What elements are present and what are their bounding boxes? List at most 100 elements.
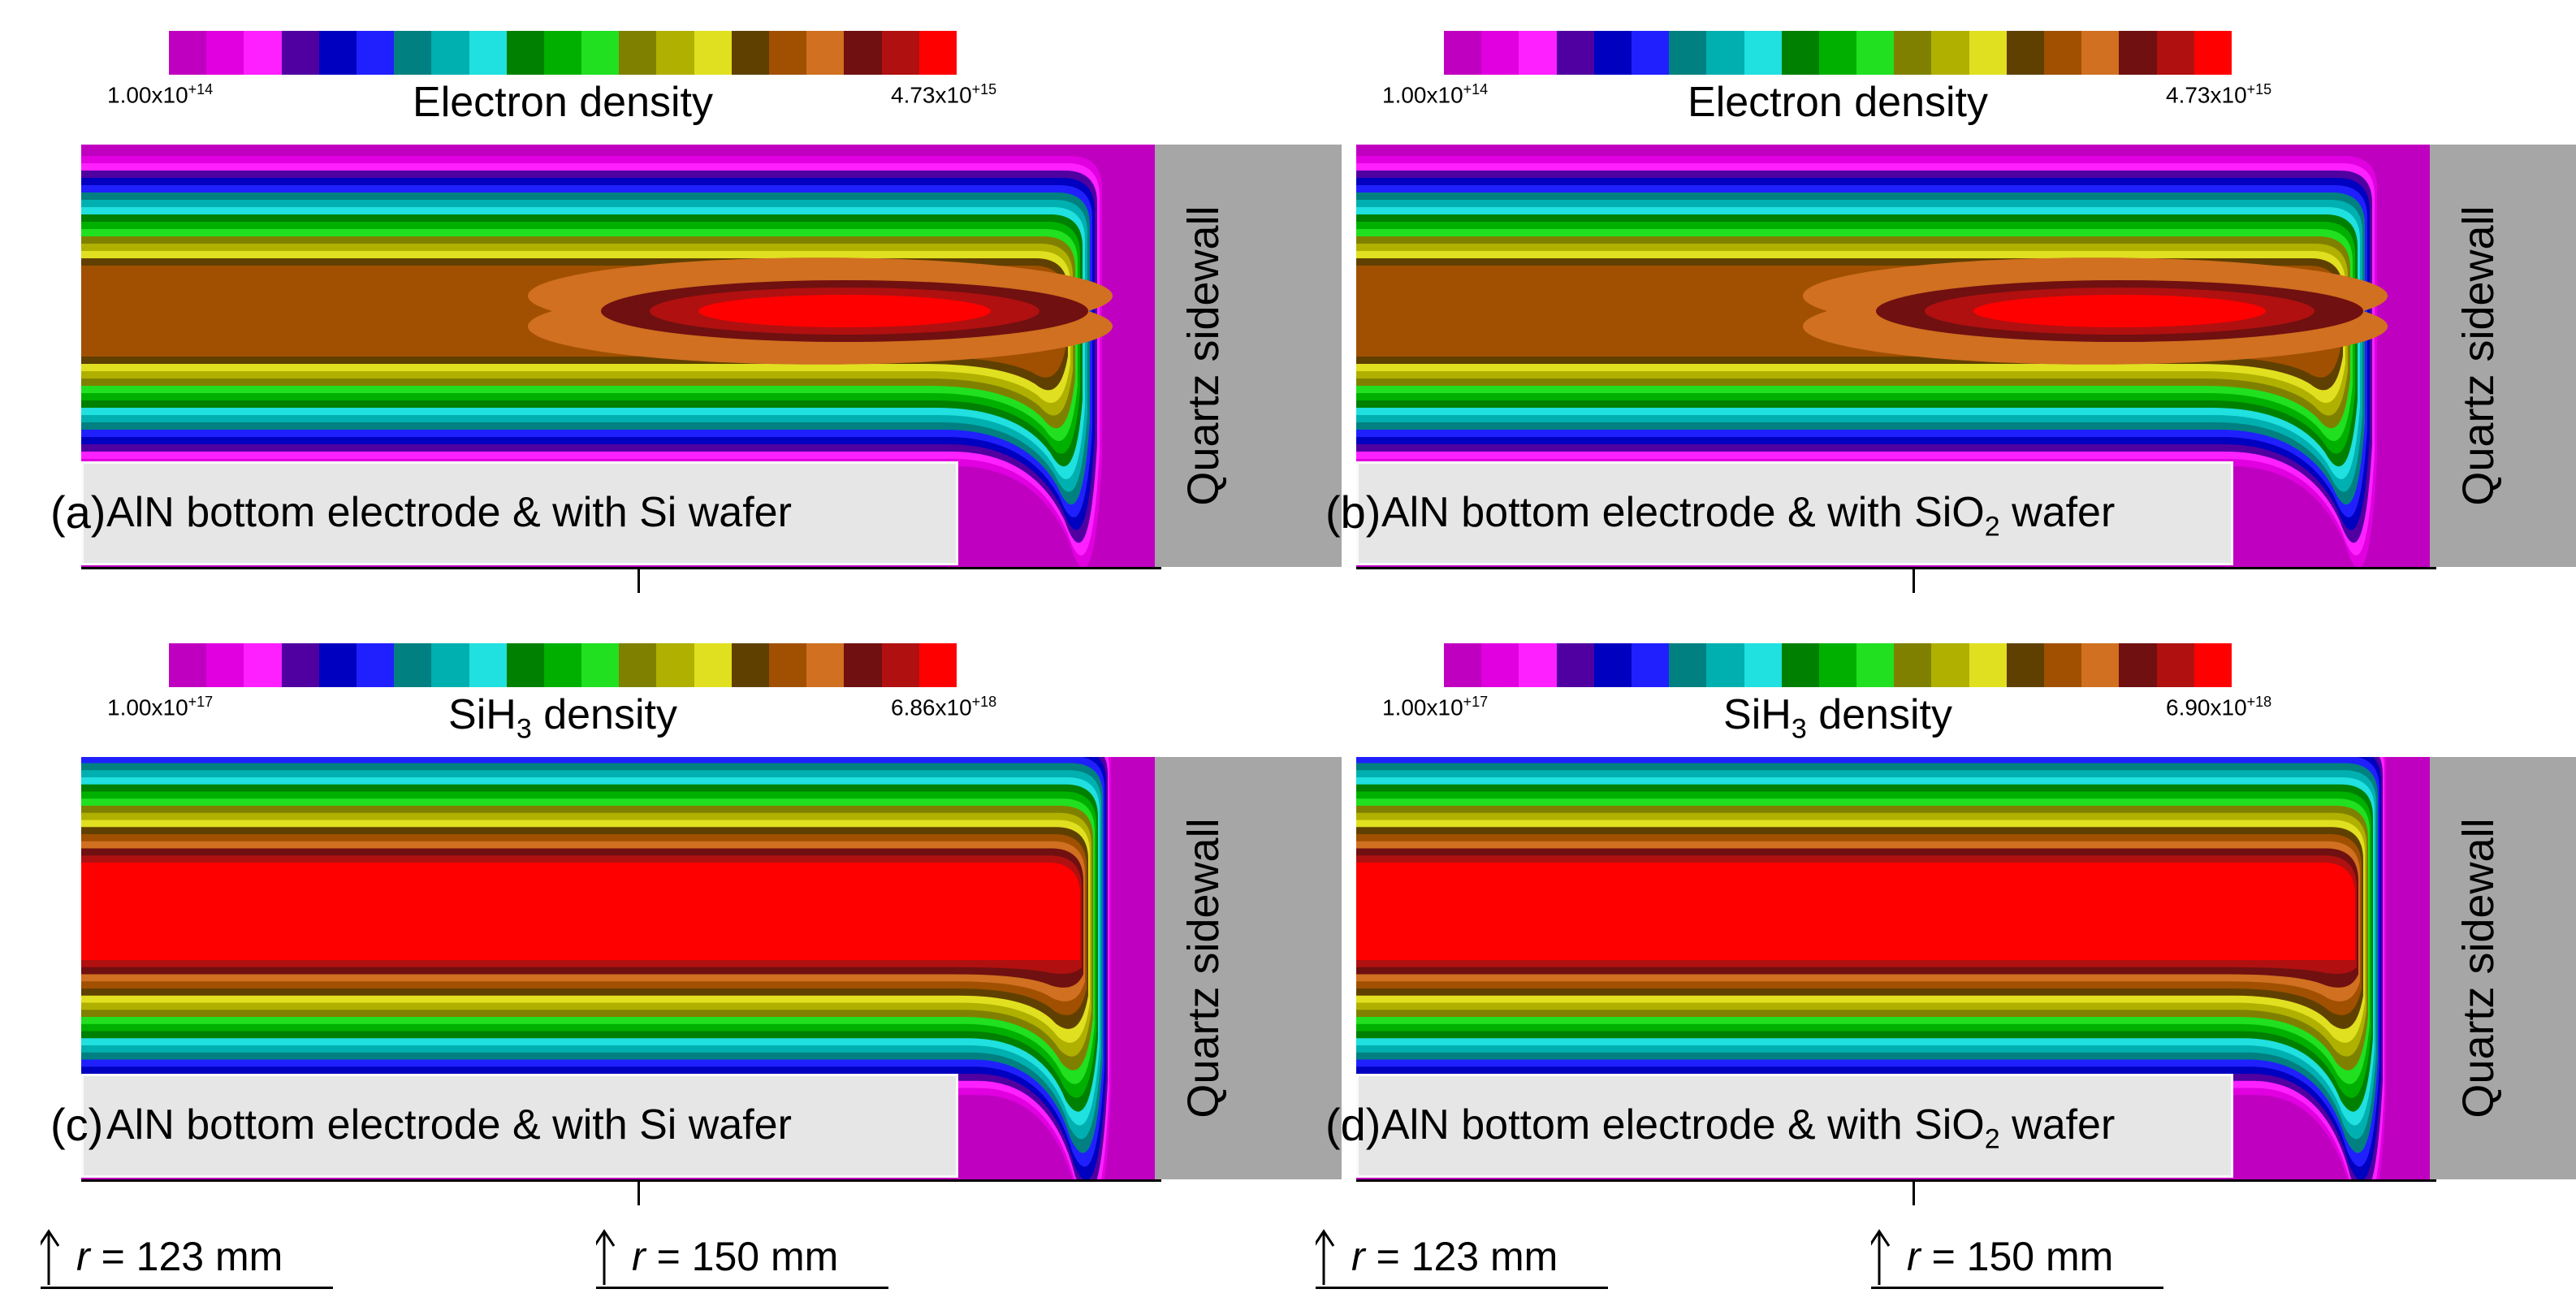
colorbar-swatch — [431, 643, 469, 687]
radius-tick — [638, 567, 640, 593]
colorbar-min-label: 1.00x10+14 — [107, 81, 214, 108]
marker-underline — [596, 1287, 888, 1289]
colorbar-swatch — [1818, 643, 1857, 687]
radius-tick — [638, 1179, 640, 1205]
colorbar-swatch — [206, 31, 244, 75]
colorbar-swatch — [169, 31, 207, 75]
colorbar-swatch — [394, 31, 432, 75]
colorbar-swatch — [619, 643, 657, 687]
radius-value: = 150 mm — [656, 1234, 839, 1279]
colorbar-swatch — [469, 643, 507, 687]
radius-tick — [1913, 1179, 1915, 1205]
colorbar-swatch — [1669, 643, 1707, 687]
colorbar-swatch — [918, 643, 957, 687]
colorbar-title: Electron density — [413, 79, 713, 126]
contour-band — [698, 295, 991, 327]
colorbar-swatch — [394, 643, 432, 687]
colorbar-swatch — [656, 31, 694, 75]
colorbar-swatch — [619, 31, 657, 75]
panel-label: (a) — [50, 487, 106, 538]
colorbar-swatch — [431, 31, 469, 75]
colorbar-swatch — [1781, 31, 1819, 75]
colorbar-swatch — [918, 31, 957, 75]
colorbar-swatch — [2006, 643, 2044, 687]
baseline — [81, 567, 1161, 569]
colorbar-swatch — [543, 643, 582, 687]
colorbar — [1444, 31, 2232, 75]
colorbar-swatch — [1894, 643, 1932, 687]
colorbar-swatch — [1444, 643, 1482, 687]
bottom-electrode: AlN bottom electrode & with SiO2 wafer — [1356, 461, 2233, 565]
panel-label: (b) — [1325, 487, 1381, 538]
colorbar-swatch — [1481, 643, 1519, 687]
colorbar-swatch — [2119, 31, 2157, 75]
baseline — [1356, 567, 2436, 569]
colorbar-swatch — [769, 31, 807, 75]
colorbar-swatch — [1744, 31, 1782, 75]
radius-value: = 123 mm — [1376, 1234, 1558, 1279]
colorbar-swatch — [2006, 31, 2044, 75]
marker-underline — [1871, 1287, 2163, 1289]
panel-a: 1.00x10+14 4.73x10+15 Electron density Q… — [50, 31, 1342, 664]
colorbar-swatch — [206, 643, 244, 687]
colorbar-swatch — [1931, 31, 1969, 75]
colorbar-max-label: 6.86x10+18 — [891, 694, 997, 720]
colorbar-swatch — [1519, 643, 1557, 687]
colorbar — [169, 643, 957, 687]
colorbar-swatch — [694, 31, 732, 75]
panel-label: (d) — [1325, 1099, 1381, 1150]
colorbar-swatch — [731, 31, 769, 75]
contour-plot — [81, 757, 1155, 1179]
up-arrow-icon — [1316, 1229, 1335, 1285]
radius-tick — [1913, 567, 1915, 593]
colorbar-swatch — [318, 31, 357, 75]
contour-plot — [1356, 145, 2430, 567]
colorbar-swatch — [506, 31, 544, 75]
colorbar-swatch — [244, 31, 282, 75]
contour-plot — [1356, 757, 2430, 1179]
colorbar-swatch — [769, 643, 807, 687]
colorbar-swatch — [1631, 31, 1670, 75]
colorbar — [169, 31, 957, 75]
radius-value: = 123 mm — [101, 1234, 283, 1279]
colorbar-min-label: 1.00x10+17 — [107, 694, 214, 720]
radius-variable: r — [76, 1234, 90, 1279]
plot-area — [1356, 757, 2519, 1179]
colorbar — [1444, 643, 2232, 687]
colorbar-title: SiH3 density — [1723, 691, 1952, 745]
colorbar-swatch — [1856, 643, 1895, 687]
colorbar-swatch — [2193, 643, 2232, 687]
colorbar-swatch — [356, 31, 395, 75]
colorbar-swatch — [1894, 31, 1932, 75]
colorbar-swatch — [1481, 31, 1519, 75]
colorbar-swatch — [469, 31, 507, 75]
colorbar-max-label: 6.90x10+18 — [2166, 694, 2272, 720]
colorbar-swatch — [1556, 31, 1594, 75]
colorbar-swatch — [1969, 31, 2007, 75]
electrode-label: AlN bottom electrode & with SiO2 wafer — [1381, 489, 2116, 543]
contour-band — [1356, 863, 2355, 960]
colorbar-swatch — [1969, 643, 2007, 687]
up-arrow-icon — [41, 1229, 60, 1285]
bottom-electrode: AlN bottom electrode & with Si wafer — [81, 461, 958, 565]
plot-area — [1356, 145, 2519, 567]
colorbar-swatch — [2193, 31, 2232, 75]
quartz-sidewall: Quartz sidewall — [1155, 757, 1342, 1179]
up-arrow-icon — [596, 1229, 616, 1285]
colorbar-swatch — [731, 643, 769, 687]
panel-c: 1.00x10+17 6.86x10+18 SiH3 density Quart… — [41, 643, 1342, 1289]
colorbar-swatch — [1931, 643, 1969, 687]
colorbar-swatch — [1818, 31, 1857, 75]
colorbar-swatch — [1519, 31, 1557, 75]
colorbar-swatch — [844, 643, 882, 687]
marker-underline — [41, 1287, 333, 1289]
plot-area — [81, 757, 1244, 1179]
colorbar-swatch — [1593, 31, 1632, 75]
colorbar-swatch — [2156, 643, 2194, 687]
colorbar-swatch — [281, 31, 319, 75]
colorbar-swatch — [1556, 643, 1594, 687]
colorbar-swatch — [1631, 643, 1670, 687]
colorbar-swatch — [169, 643, 207, 687]
colorbar-swatch — [806, 643, 845, 687]
colorbar-min-label: 1.00x10+14 — [1382, 81, 1489, 108]
